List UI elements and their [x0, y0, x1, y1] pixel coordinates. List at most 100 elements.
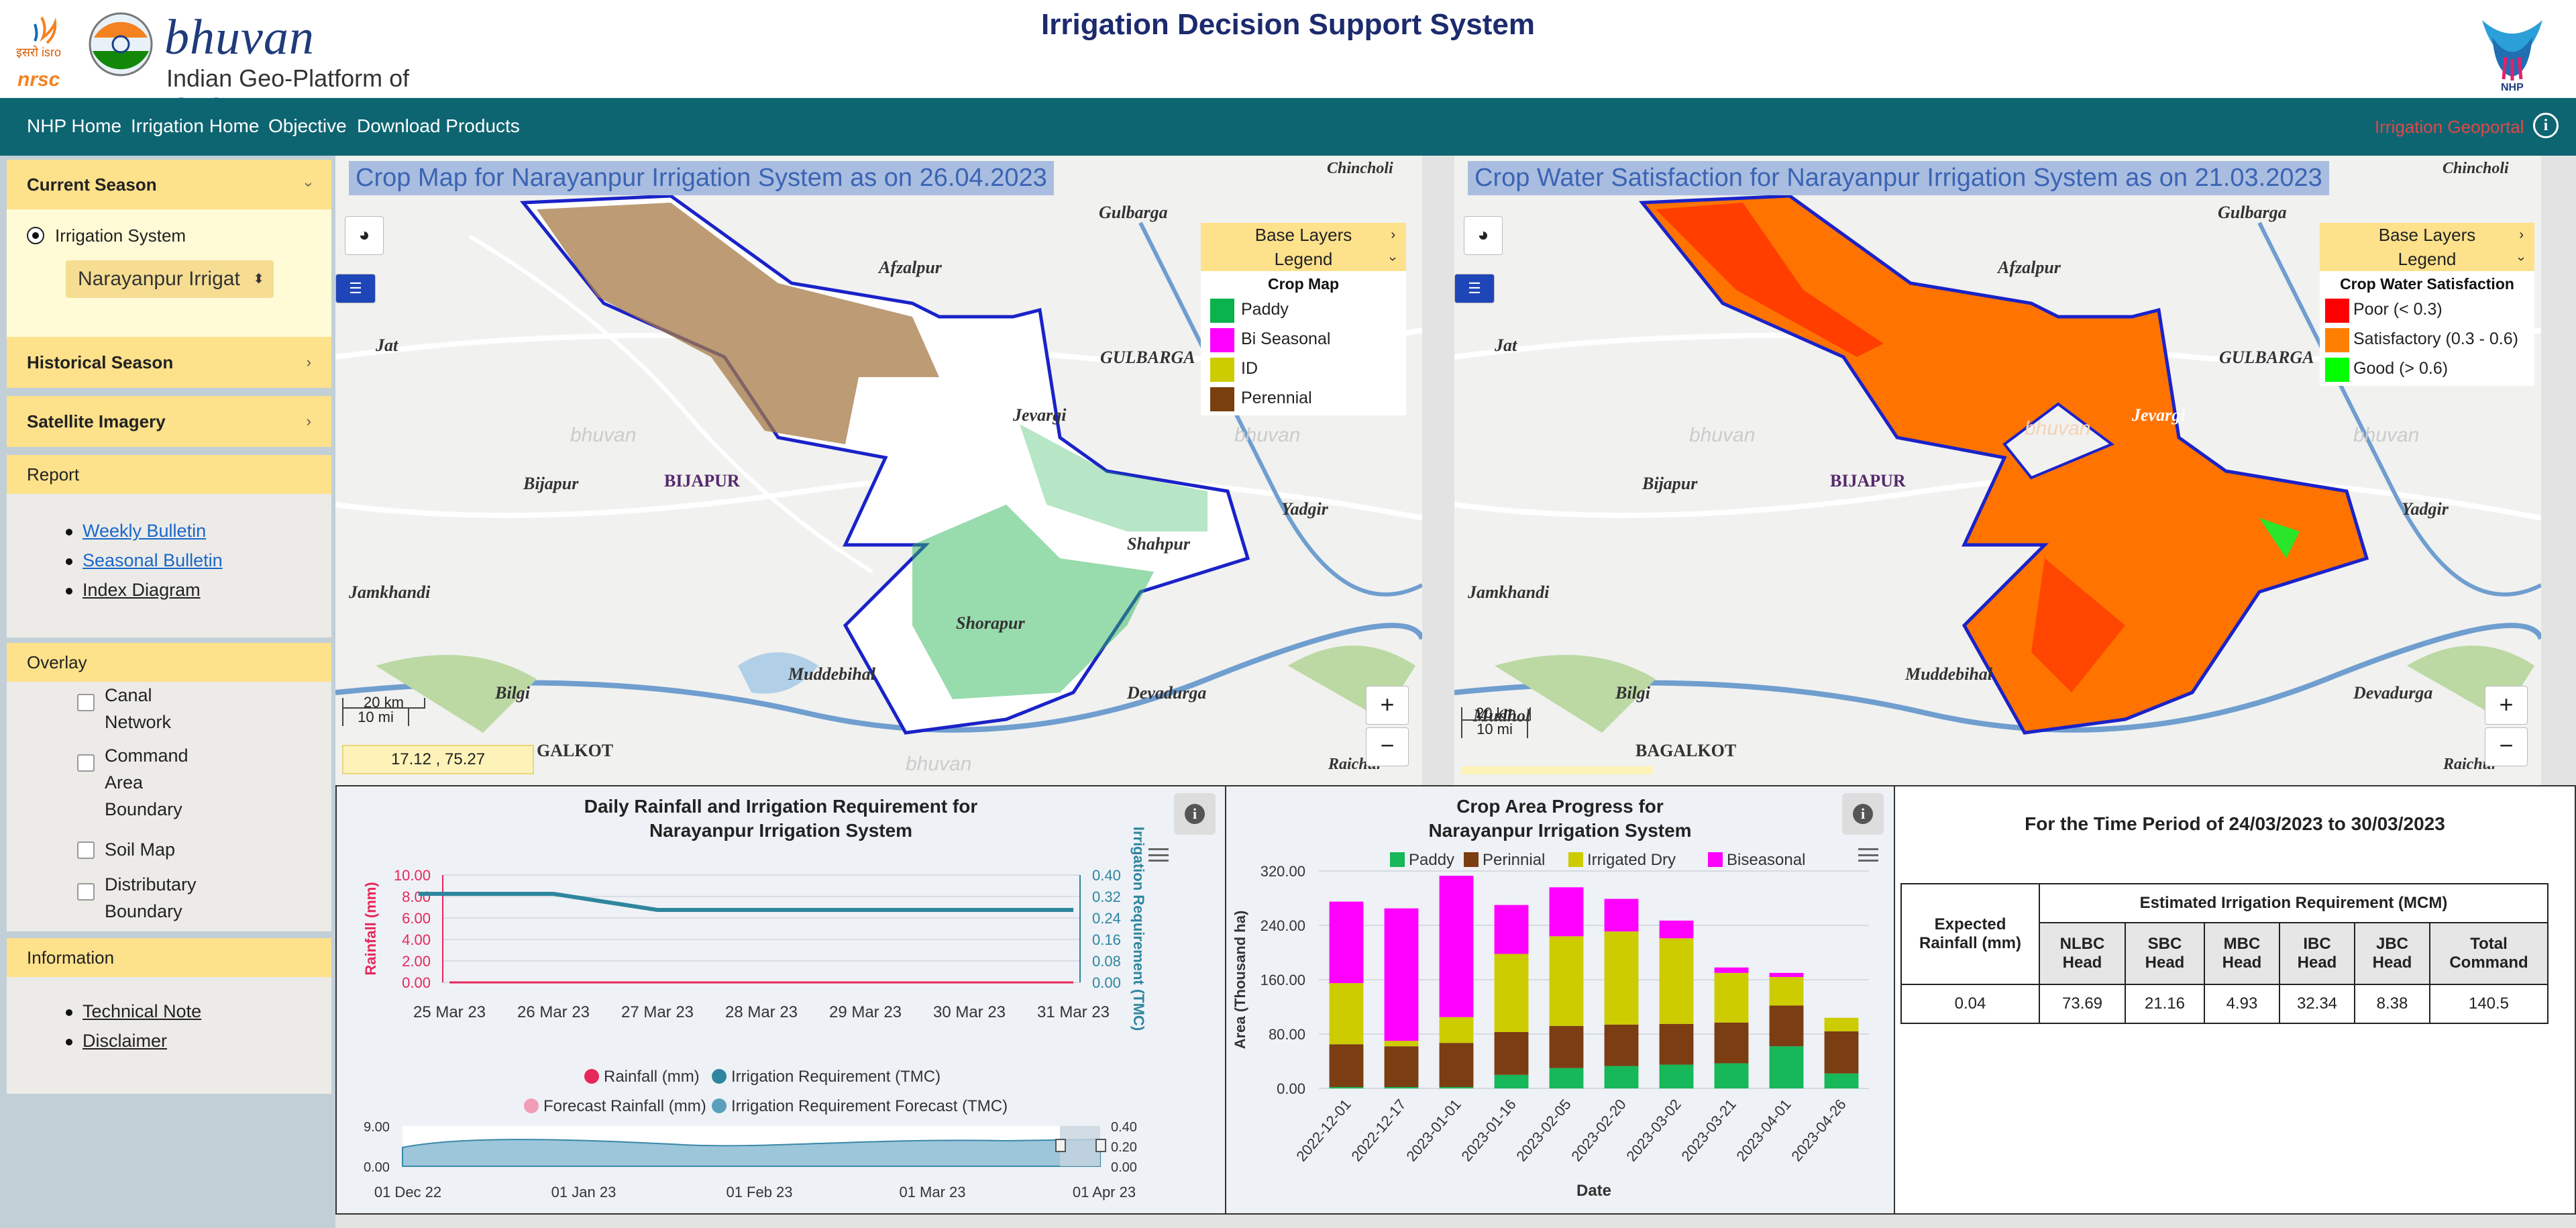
place-label: Bijapur [1642, 474, 1698, 493]
info-icon[interactable] [1174, 793, 1216, 835]
index-diagram-link[interactable]: Index Diagram [83, 580, 201, 600]
bar-segment [1659, 920, 1694, 939]
distributary-boundary-checkbox[interactable] [77, 883, 95, 901]
weekly-bulletin-link[interactable]: Weekly Bulletin [83, 521, 207, 541]
report-body: Weekly Bulletin Seasonal Bulletin Index … [7, 494, 331, 637]
x-tick-label: 2023-01-16 [1458, 1096, 1519, 1164]
info-icon[interactable]: i [2533, 113, 2559, 138]
navigator-date-label: 01 Feb 23 [726, 1184, 792, 1200]
crop-map[interactable]: Crop Map for Narayanpur Irrigation Syste… [335, 156, 1422, 785]
legend-marker [1568, 852, 1583, 867]
bar-segment [1329, 901, 1364, 984]
bar-segment [1384, 908, 1419, 1041]
overlay-label: Overlay [27, 652, 87, 672]
chevron-right-icon: › [306, 413, 311, 429]
bar-segment [1329, 983, 1364, 1045]
bar-segment [1494, 1074, 1529, 1088]
layer-list-icon[interactable]: ☰ [335, 274, 376, 303]
place-label: Gulbarga [2218, 203, 2287, 222]
x-tick-label: 28 Mar 23 [725, 1003, 798, 1021]
place-label: Jevargi [2132, 405, 2186, 425]
bar-segment [1384, 1041, 1419, 1047]
current-season-label: Current Season [27, 174, 157, 195]
command-area-boundary-checkbox[interactable] [77, 754, 95, 772]
isro-text: इसरो isro [16, 45, 61, 59]
base-layers-toggle[interactable]: Base Layers › [2320, 223, 2534, 247]
place-label: Muddebihal [1905, 664, 1993, 684]
x-tick-label: 2023-04-26 [1788, 1096, 1849, 1164]
crop-map-canvas[interactable] [335, 156, 1422, 785]
place-label: Gulbarga [1099, 203, 1168, 222]
nav-download-products[interactable]: Download Products [357, 115, 520, 136]
table-cell: 0.04 [1900, 984, 2040, 1024]
legend-label: Irrigation Requirement (TMC) [731, 1068, 941, 1086]
irrigation-system-select[interactable]: Narayanpur Irrigat ⬍ [66, 260, 274, 298]
historical-season-label: Historical Season [27, 352, 174, 372]
legend-label: Paddy [1409, 851, 1454, 869]
x-axis-label: Date [1576, 1182, 1611, 1200]
disclaimer-link[interactable]: Disclaimer [83, 1031, 168, 1051]
place-label: Afzalpur [1998, 258, 2061, 277]
bar-segment [1714, 972, 1749, 1023]
place-label: Devadurga [1127, 683, 1207, 703]
crop-water-map[interactable]: Crop Water Satisfaction for Narayanpur I… [1454, 156, 2541, 785]
place-label: Yadgir [1281, 499, 1328, 519]
mbc-header: MBC Head [2204, 922, 2280, 985]
irrigation-system-label: Irrigation System [55, 225, 186, 246]
rainfall-chart: 0.00 2.00 4.00 6.00 8.00 10.00 0.00 0.08 0.16 0.2… [362, 827, 1147, 1200]
place-label: Mudhol [1473, 706, 1531, 725]
legend-item: ID [1201, 352, 1406, 382]
current-season-header[interactable]: Current Season › [7, 160, 331, 209]
watermark: bhuvan [570, 424, 637, 446]
estimated-requirement-header: Estimated Irrigation Requirement (MCM) [2039, 883, 2548, 923]
info-icon[interactable] [1842, 793, 1884, 835]
nav-irrigation-geoportal[interactable]: Irrigation Geoportal [2375, 117, 2524, 137]
base-layers-toggle[interactable]: Base Layers › [1201, 223, 1406, 247]
satellite-imagery-header[interactable]: Satellite Imagery › [7, 396, 331, 447]
rainfall-panel-title: Daily Rainfall and Irrigation Requiremen… [584, 796, 978, 841]
zoom-out-button[interactable]: − [2485, 727, 2528, 766]
legend-toggle[interactable]: Legend › [2320, 247, 2534, 271]
historical-season-header[interactable]: Historical Season › [7, 337, 331, 388]
place-label: Shahpur [1127, 534, 1190, 554]
crop-water-map-canvas[interactable] [1454, 156, 2541, 785]
legend-marker [1390, 852, 1405, 867]
chart-menu-icon[interactable] [1858, 848, 1878, 862]
globe-icon[interactable]: ◕ [1464, 216, 1503, 255]
chart-menu-icon[interactable] [1148, 848, 1169, 862]
nav-nhp-home[interactable]: NHP Home [27, 115, 122, 136]
watermark: bhuvan [906, 753, 972, 775]
seasonal-bulletin-link[interactable]: Seasonal Bulletin [83, 550, 223, 570]
place-label: Jamkhandi [1468, 582, 1550, 602]
nav-objective[interactable]: Objective [268, 115, 347, 136]
y2-tick-label: 0.00 [1092, 974, 1121, 991]
x-tick-label: 2023-03-21 [1678, 1096, 1739, 1164]
zoom-in-button[interactable]: + [2485, 686, 2528, 725]
nrsc-text: nrsc [17, 68, 60, 91]
zoom-in-button[interactable]: + [1366, 686, 1409, 725]
legend-marker [712, 1069, 727, 1084]
crop-area-chart: 0.0080.00160.00240.00320.002022-12-01202… [1232, 851, 1869, 1200]
x-tick-label: 2022-12-17 [1348, 1096, 1409, 1164]
nav-irrigation-home[interactable]: Irrigation Home [131, 115, 260, 136]
globe-icon[interactable]: ◕ [345, 216, 384, 255]
technical-note-link[interactable]: Technical Note [83, 1001, 202, 1021]
legend-marker [712, 1098, 727, 1113]
bar-segment [1604, 931, 1639, 1025]
canal-network-checkbox[interactable] [77, 694, 95, 711]
irrigation-system-radio[interactable] [27, 227, 44, 244]
report-header: Report [7, 455, 331, 494]
bar-segment [1769, 1005, 1804, 1047]
y2-tick-label: 0.32 [1092, 888, 1121, 905]
layer-list-icon[interactable]: ☰ [1454, 274, 1495, 303]
crop-water-legend: Base Layers › Legend › Crop Water Satisfac… [2320, 223, 2534, 386]
place-label: Devadurga [2353, 683, 2433, 703]
x-tick-label: 29 Mar 23 [829, 1003, 902, 1021]
legend-toggle[interactable]: Legend › [1201, 247, 1406, 271]
bullet [66, 529, 72, 535]
y-tick-label: 8.00 [402, 888, 431, 905]
zoom-out-button[interactable]: − [1366, 727, 1409, 766]
soil-map-checkbox[interactable] [77, 841, 95, 859]
place-label: Shorapur [956, 613, 1025, 633]
